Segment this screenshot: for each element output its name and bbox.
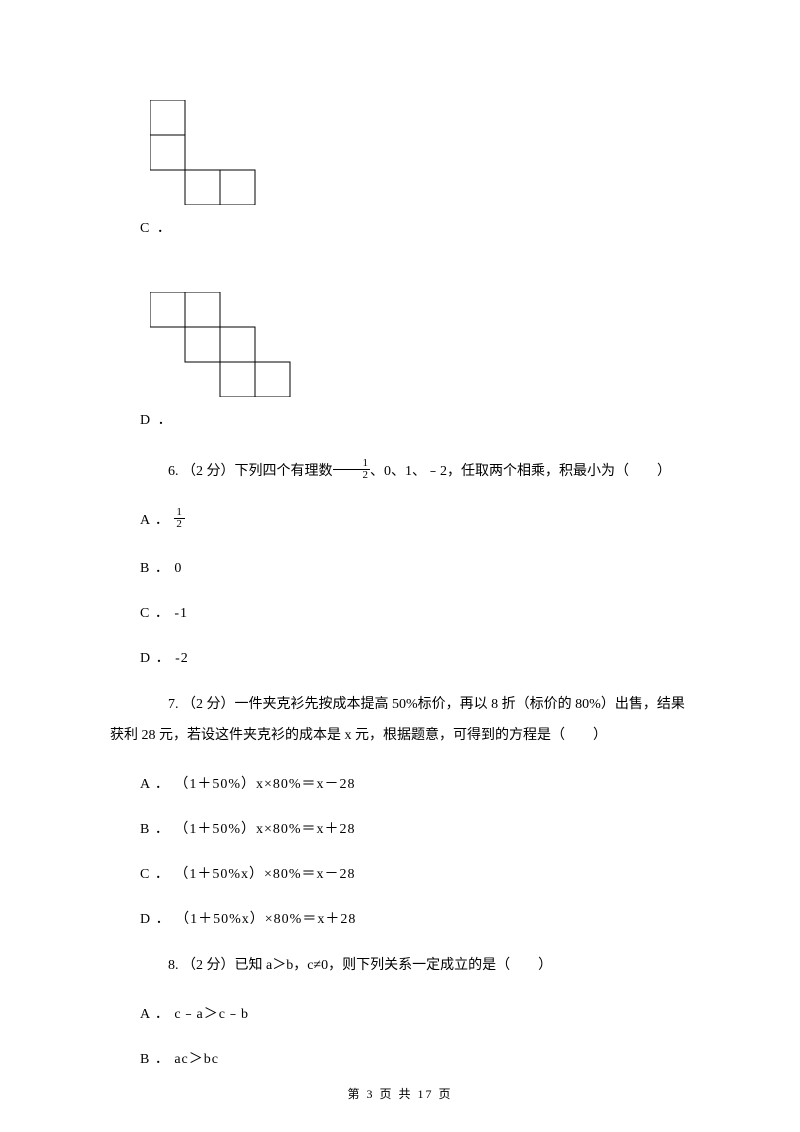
q6-option-b: B ． 0	[140, 557, 710, 577]
shape-d-svg	[150, 292, 325, 397]
q6-option-c: C ． -1	[140, 602, 710, 622]
q7-option-a: A ． （1＋50%）x×80%＝x－28	[140, 773, 710, 793]
question-7-stem-line2: 获利 28 元，若设这件夹克衫的成本是 x 元，根据题意，可得到的方程是（ ）	[110, 723, 710, 748]
option-d-label: D ．	[140, 409, 710, 429]
q6-optA-prefix: A ．	[140, 513, 170, 528]
shape-c-figure	[150, 100, 710, 205]
q6-optA-fraction: 12	[174, 507, 185, 530]
q7-option-c: C ． （1＋50%x）×80%＝x－28	[140, 863, 710, 883]
question-8-stem: 8. （2 分）已知 a＞b，c≠0，则下列关系一定成立的是（ ）	[140, 953, 710, 978]
q7-option-b: B ． （1＋50%）x×80%＝x＋28	[140, 818, 710, 838]
question-7-stem-line1: 7. （2 分）一件夹克衫先按成本提高 50%标价，再以 8 折（标价的 80%…	[140, 692, 710, 717]
q7-option-d: D ． （1＋50%x）×80%＝x＋28	[140, 908, 710, 928]
q6-option-a: A ． 12	[140, 509, 710, 532]
shape-d-figure	[150, 292, 710, 397]
q6-fraction: 12	[333, 458, 371, 481]
page-footer: 第 3 页 共 17 页	[0, 1085, 800, 1102]
q6-prefix: 6. （2 分）下列四个有理数	[168, 464, 333, 479]
q6-option-d: D ． -2	[140, 647, 710, 667]
q6-after: 、0、1、﹣2，任取两个相乘，积最小为（ ）	[370, 464, 671, 479]
q8-option-a: A ． c﹣a＞c﹣b	[140, 1003, 710, 1023]
q8-option-b: B ． ac＞bc	[140, 1048, 710, 1068]
question-6-stem: 6. （2 分）下列四个有理数12、0、1、﹣2，任取两个相乘，积最小为（ ）	[140, 459, 710, 484]
option-c-label: C ．	[140, 217, 710, 237]
shape-c-svg	[150, 100, 290, 205]
